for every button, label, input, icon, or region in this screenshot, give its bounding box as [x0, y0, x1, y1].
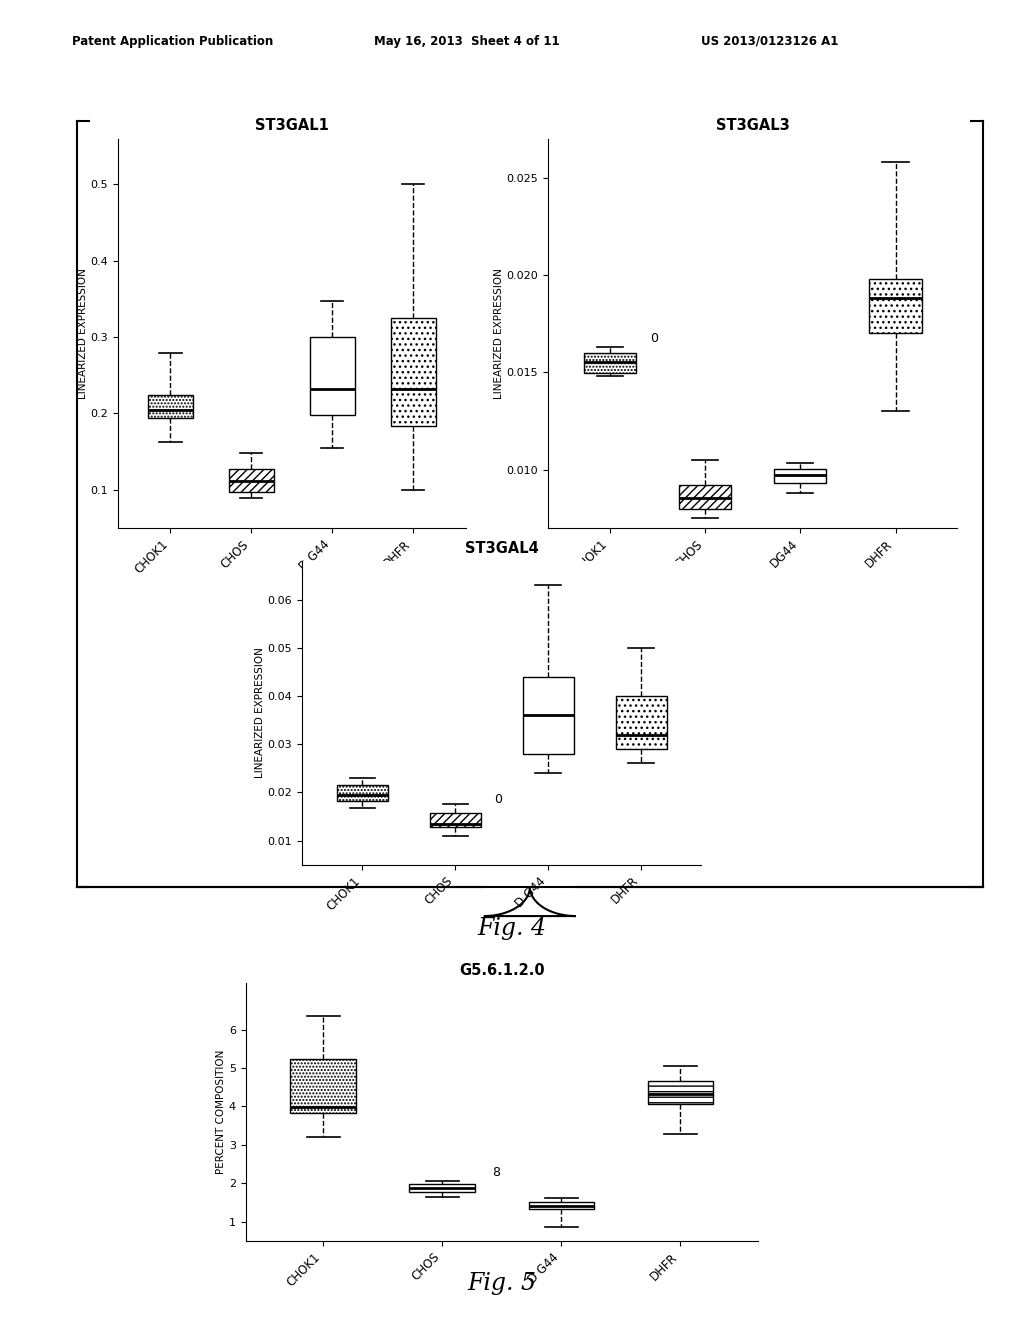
PathPatch shape [679, 486, 731, 508]
PathPatch shape [584, 352, 636, 372]
Text: Fig. 4: Fig. 4 [477, 916, 547, 940]
Text: 8: 8 [493, 1166, 501, 1179]
PathPatch shape [522, 677, 573, 754]
Text: 0: 0 [495, 793, 503, 807]
Text: Fig. 5: Fig. 5 [467, 1271, 537, 1295]
PathPatch shape [647, 1081, 713, 1105]
Text: Patent Application Publication: Patent Application Publication [72, 34, 273, 48]
Text: 0: 0 [650, 333, 657, 345]
PathPatch shape [774, 469, 826, 483]
PathPatch shape [430, 813, 481, 828]
PathPatch shape [337, 785, 388, 800]
Title: G5.6.1.2.0: G5.6.1.2.0 [459, 964, 545, 978]
PathPatch shape [229, 469, 273, 492]
PathPatch shape [615, 696, 667, 748]
PathPatch shape [148, 395, 193, 418]
Text: May 16, 2013  Sheet 4 of 11: May 16, 2013 Sheet 4 of 11 [374, 34, 559, 48]
Y-axis label: LINEARIZED EXPRESSION: LINEARIZED EXPRESSION [255, 647, 265, 779]
PathPatch shape [310, 337, 354, 414]
Title: ST3GAL3: ST3GAL3 [716, 119, 790, 133]
Y-axis label: PERCENT COMPOSITION: PERCENT COMPOSITION [216, 1049, 226, 1175]
PathPatch shape [869, 279, 922, 333]
PathPatch shape [528, 1203, 594, 1209]
PathPatch shape [291, 1060, 356, 1113]
Y-axis label: LINEARIZED EXPRESSION: LINEARIZED EXPRESSION [78, 268, 87, 399]
Y-axis label: LINEARIZED EXPRESSION: LINEARIZED EXPRESSION [494, 268, 504, 399]
Title: ST3GAL1: ST3GAL1 [255, 119, 329, 133]
PathPatch shape [410, 1184, 475, 1192]
Title: ST3GAL4: ST3GAL4 [465, 541, 539, 556]
Text: US 2013/0123126 A1: US 2013/0123126 A1 [701, 34, 839, 48]
PathPatch shape [391, 318, 435, 426]
